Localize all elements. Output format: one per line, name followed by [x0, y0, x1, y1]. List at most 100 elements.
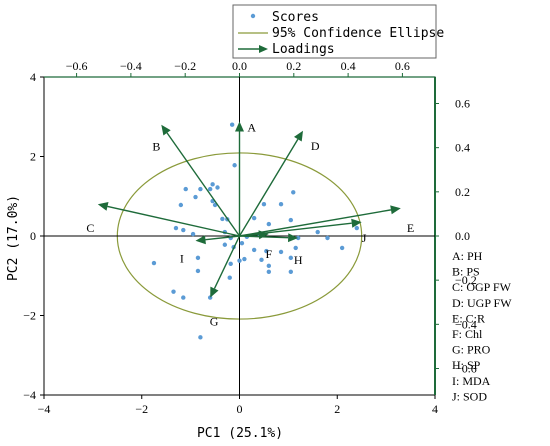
score-point [315, 229, 320, 235]
right-tick-label: −0.6 [455, 362, 477, 376]
score-point [354, 225, 359, 231]
score-point [339, 245, 345, 251]
legend-loadings-arrowhead [259, 45, 268, 53]
score-point [266, 221, 272, 227]
score-point [278, 249, 284, 255]
loading-label-F: F [265, 247, 272, 261]
x-tick-label: 2 [334, 402, 340, 416]
score-point [259, 257, 264, 263]
x-tick-label: 4 [432, 402, 438, 416]
legend: Scores 95% Confidence Ellipse Loadings [232, 4, 444, 59]
score-point [222, 242, 228, 247]
top-tick-label: 0.2 [286, 59, 301, 73]
loading-arrowhead-J [351, 218, 362, 228]
top-tick-label: 0.4 [341, 59, 356, 73]
axis-ticks: −4 −2 0 2 4 −4 −2 0 2 4 −0.6 −0.4 −0.2 0.0 0.2 0.4 0.6 0.… [23, 59, 477, 416]
variable-key-item: J: SOD [452, 389, 487, 403]
loading-arrowhead-C [97, 202, 109, 211]
loading-arrow-I [205, 235, 240, 241]
score-point [171, 289, 176, 294]
variable-key-item: I: MDA [452, 374, 491, 388]
score-point [288, 255, 294, 261]
loading-label-I: I [180, 252, 184, 266]
score-point [237, 258, 242, 263]
score-point [278, 202, 284, 207]
score-point [181, 227, 186, 233]
variable-key-item: H: SP [452, 358, 481, 372]
score-point [295, 235, 301, 241]
loading-arrow-H [239, 235, 289, 239]
y-tick-label: 4 [30, 70, 36, 84]
top-tick-label: −0.6 [66, 59, 88, 73]
score-point [325, 235, 330, 241]
score-point [227, 275, 232, 280]
score-point [242, 256, 247, 262]
score-point [190, 231, 196, 237]
top-tick-label: 0.0 [232, 59, 247, 73]
score-point [173, 225, 179, 231]
loading-arrowhead-B [161, 124, 171, 136]
loading-label-D: D [311, 139, 320, 153]
loading-arrow-D [238, 138, 299, 237]
variable-key-item: G: PRO [452, 343, 491, 357]
variable-key-item: E: C:R [452, 311, 485, 325]
score-point [293, 245, 298, 251]
score-point [266, 269, 272, 274]
loading-arrowhead-G [210, 286, 219, 298]
x-axis-title: PC1 (25.1%) [197, 426, 283, 441]
loading-label-A: A [247, 120, 256, 134]
variable-key: A: PH B: PSC: OGP FW D: UGP FWE: C:R F: Chl… [452, 249, 512, 403]
loading-arrowhead-D [294, 130, 303, 142]
y-tick-label: 0 [30, 229, 36, 243]
score-point [151, 260, 157, 266]
right-tick-label: −0.2 [455, 273, 477, 287]
loading-arrow-C [107, 205, 240, 237]
legend-ellipse-label: 95% Confidence Ellipse [272, 26, 444, 41]
score-point [232, 163, 237, 168]
legend-scores-marker [250, 13, 256, 19]
score-point [183, 186, 188, 192]
variable-key-item: D: UGP FW [452, 296, 512, 310]
variable-key-item: A: PH [452, 249, 483, 263]
loading-arrow-E [239, 209, 392, 237]
y-tick-label: 2 [30, 150, 36, 164]
score-point [229, 122, 235, 127]
loading-arrowhead-A [235, 121, 244, 132]
legend-loadings-label: Loadings [272, 42, 335, 57]
top-tick-label: −0.4 [120, 59, 142, 73]
score-point [291, 190, 296, 195]
variable-key-item: C: OGP FW [452, 280, 512, 294]
score-point [193, 194, 198, 200]
score-point [251, 247, 257, 253]
score-point [198, 186, 203, 192]
x-tick-label: −4 [38, 402, 51, 416]
loading-arrow-B [166, 132, 241, 237]
loading-arrowhead-H [288, 233, 299, 243]
score-point [195, 255, 201, 261]
score-point [210, 182, 215, 187]
right-tick-label: −0.4 [455, 317, 477, 331]
score-point [220, 216, 225, 222]
y-tick-label: −2 [23, 309, 36, 323]
score-point [198, 335, 203, 340]
right-tick-label: 0.6 [455, 97, 470, 111]
loading-label-J: J [362, 231, 367, 245]
x-tick-label: −2 [135, 402, 148, 416]
y-tick-label: −4 [23, 388, 36, 402]
score-point [207, 186, 213, 192]
loading-label-B: B [152, 140, 160, 154]
variable-key-item: F: Chl [452, 327, 483, 341]
legend-scores-label: Scores [272, 10, 319, 25]
score-point [215, 185, 220, 190]
score-point [288, 217, 294, 223]
loading-label-E: E [407, 221, 414, 235]
top-tick-label: 0.6 [395, 59, 410, 73]
right-tick-label: 0.0 [455, 229, 470, 243]
score-point [261, 202, 267, 207]
score-point [264, 248, 269, 254]
right-tick-label: 0.4 [455, 141, 470, 155]
top-tick-label: −0.2 [174, 59, 196, 73]
loading-arrowhead-I [195, 235, 206, 245]
loading-label-H: H [294, 253, 303, 267]
